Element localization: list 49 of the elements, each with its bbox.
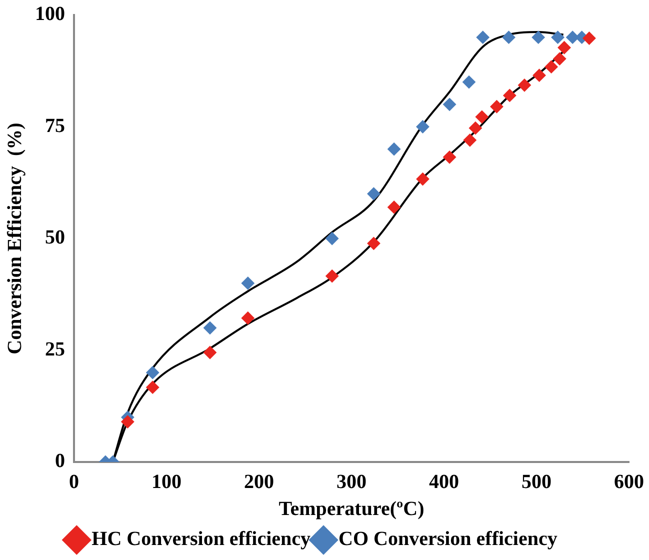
- point: [203, 346, 216, 359]
- y-tick-label: 100: [35, 3, 65, 26]
- point: [121, 415, 134, 428]
- point: [462, 76, 476, 89]
- point: [326, 270, 339, 283]
- point: [476, 30, 490, 44]
- point: [468, 122, 482, 135]
- point: [551, 30, 564, 44]
- point: [558, 41, 571, 54]
- y-tick-label: 0: [55, 450, 65, 472]
- y-tick-label: 50: [45, 226, 65, 249]
- point: [203, 321, 216, 334]
- x-tick-label: 500: [522, 471, 552, 494]
- x-axis-title: Temperature(ºC): [278, 498, 424, 520]
- y-tick-label: 25: [45, 338, 65, 360]
- point: [367, 236, 380, 250]
- point: [475, 110, 488, 124]
- point: [416, 172, 430, 186]
- point: [532, 30, 545, 44]
- point: [241, 276, 254, 290]
- point: [502, 30, 516, 44]
- point: [553, 52, 566, 66]
- y-tick-label: 75: [45, 114, 65, 137]
- point: [146, 380, 160, 394]
- point: [443, 150, 456, 164]
- point: [388, 142, 401, 156]
- x-tick-label: 400: [429, 471, 459, 494]
- point: [490, 100, 504, 114]
- point: [582, 32, 596, 45]
- point: [443, 98, 456, 111]
- point: [463, 134, 476, 147]
- point: [367, 187, 380, 200]
- point: [388, 200, 401, 214]
- point: [146, 366, 160, 380]
- point: [518, 78, 531, 92]
- legend-label: HC Conversion efficiency: [92, 528, 311, 550]
- x-tick-label: 600: [614, 471, 644, 494]
- x-tick-label: 0: [69, 471, 79, 494]
- point: [241, 312, 254, 325]
- point: [326, 232, 339, 245]
- legend-label: CO Conversion efficiency: [338, 528, 558, 550]
- point: [544, 60, 558, 74]
- y-axis-title: Conversion Efficiency (%): [4, 122, 26, 354]
- point: [503, 88, 516, 102]
- point: [532, 68, 546, 82]
- x-tick-label: 200: [244, 471, 274, 494]
- x-tick-label: 100: [152, 471, 182, 494]
- x-tick-label: 300: [336, 471, 366, 494]
- point: [416, 120, 430, 134]
